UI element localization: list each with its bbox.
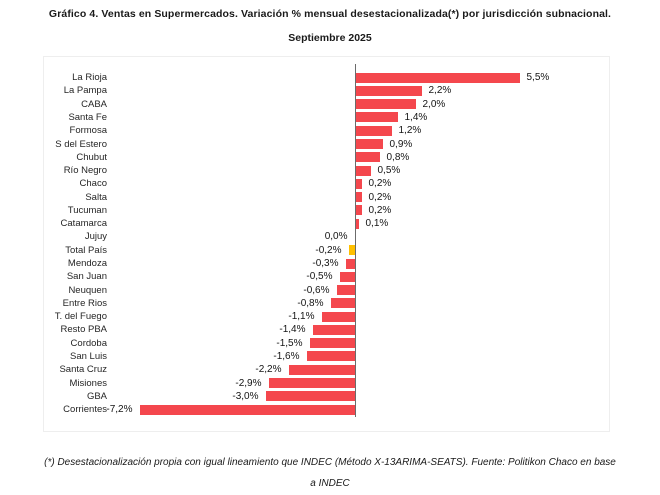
bar: [355, 72, 520, 83]
category-label: Chaco: [79, 178, 107, 190]
bar: [345, 258, 355, 269]
category-label: Mendoza: [67, 258, 107, 270]
zero-axis-line: [354, 64, 356, 417]
category-label: GBA: [86, 390, 107, 402]
bar: [139, 404, 355, 415]
bar: [355, 165, 371, 176]
value-label: 2,0%: [422, 98, 446, 110]
category-label: Río Negro: [63, 165, 107, 177]
value-label: -0,2%: [315, 244, 342, 256]
value-label: -2,9%: [235, 377, 262, 389]
value-label: -1,4%: [279, 324, 306, 336]
value-label: -3,0%: [232, 390, 259, 402]
category-label: Total País: [65, 244, 107, 256]
bar: [355, 139, 383, 149]
category-label: La Rioja: [72, 72, 107, 84]
value-label: -0,6%: [303, 284, 330, 296]
value-label: -1,6%: [273, 350, 300, 362]
value-label: 0,0%: [324, 231, 348, 243]
bar: [355, 112, 398, 123]
bar: [309, 338, 355, 349]
value-label: 0,1%: [365, 218, 389, 230]
bar: [355, 125, 392, 136]
category-label: Tucuman: [67, 204, 107, 216]
chart-title: Gráfico 4. Ventas en Supermercados. Vari…: [48, 8, 612, 20]
category-label: Chubut: [76, 151, 107, 163]
category-label: Santa Fe: [68, 111, 107, 123]
category-label: Misiones: [69, 377, 108, 389]
category-label: CABA: [81, 98, 107, 110]
bar: [306, 351, 355, 362]
category-label: Entre Rios: [62, 297, 107, 309]
bar: [288, 364, 355, 375]
category-label: Salta: [85, 191, 107, 203]
value-label: -0,3%: [312, 258, 339, 270]
footnote: (*) Desestacionalización propia con igua…: [30, 452, 630, 494]
bar: [321, 311, 355, 322]
category-label: Corrientes: [63, 404, 107, 416]
value-label: 0,8%: [386, 151, 410, 163]
bar: [336, 285, 355, 296]
value-label: 0,2%: [368, 191, 392, 203]
value-label: 0,5%: [377, 165, 401, 177]
value-label: -2,2%: [255, 364, 282, 376]
chart-subtitle: Septiembre 2025: [288, 32, 372, 44]
bar: [348, 245, 355, 256]
value-label: 2,2%: [428, 85, 452, 97]
category-label: Cordoba: [70, 337, 107, 349]
value-label: -1,5%: [276, 337, 303, 349]
bar: [355, 178, 362, 189]
category-label: La Pampa: [63, 85, 107, 97]
category-label: Formosa: [69, 125, 107, 137]
bar: [355, 99, 416, 110]
bar: [355, 152, 380, 163]
category-label: Neuquen: [68, 284, 107, 296]
value-label: 1,2%: [398, 125, 422, 137]
category-label: S del Estero: [55, 138, 107, 150]
bar: [355, 85, 422, 96]
bar: [339, 271, 355, 282]
value-label: 0,2%: [368, 204, 392, 216]
value-label: 1,4%: [404, 111, 428, 123]
category-label: Jujuy: [84, 231, 107, 243]
value-label: 0,9%: [389, 138, 413, 150]
value-label: -1,1%: [288, 311, 315, 323]
category-label: Santa Cruz: [59, 364, 107, 376]
category-label: Resto PBA: [60, 324, 107, 336]
category-label: T. del Fuego: [54, 311, 107, 323]
bar: [330, 298, 355, 309]
category-label: Catamarca: [60, 218, 107, 230]
category-label: San Juan: [66, 271, 107, 283]
value-label: -7,2%: [106, 404, 133, 416]
value-label: 5,5%: [526, 72, 550, 84]
bar: [355, 205, 362, 216]
value-label: -0,8%: [297, 297, 324, 309]
category-label: San Luis: [70, 350, 107, 362]
value-label: -0,5%: [306, 271, 333, 283]
bar: [268, 378, 355, 389]
bar: [265, 391, 355, 402]
bar: [355, 192, 362, 203]
bar: [355, 218, 359, 229]
bar: [312, 324, 355, 335]
value-label: 0,2%: [368, 178, 392, 190]
footnote-text: (*) Desestacionalización propia con igua…: [44, 457, 616, 489]
